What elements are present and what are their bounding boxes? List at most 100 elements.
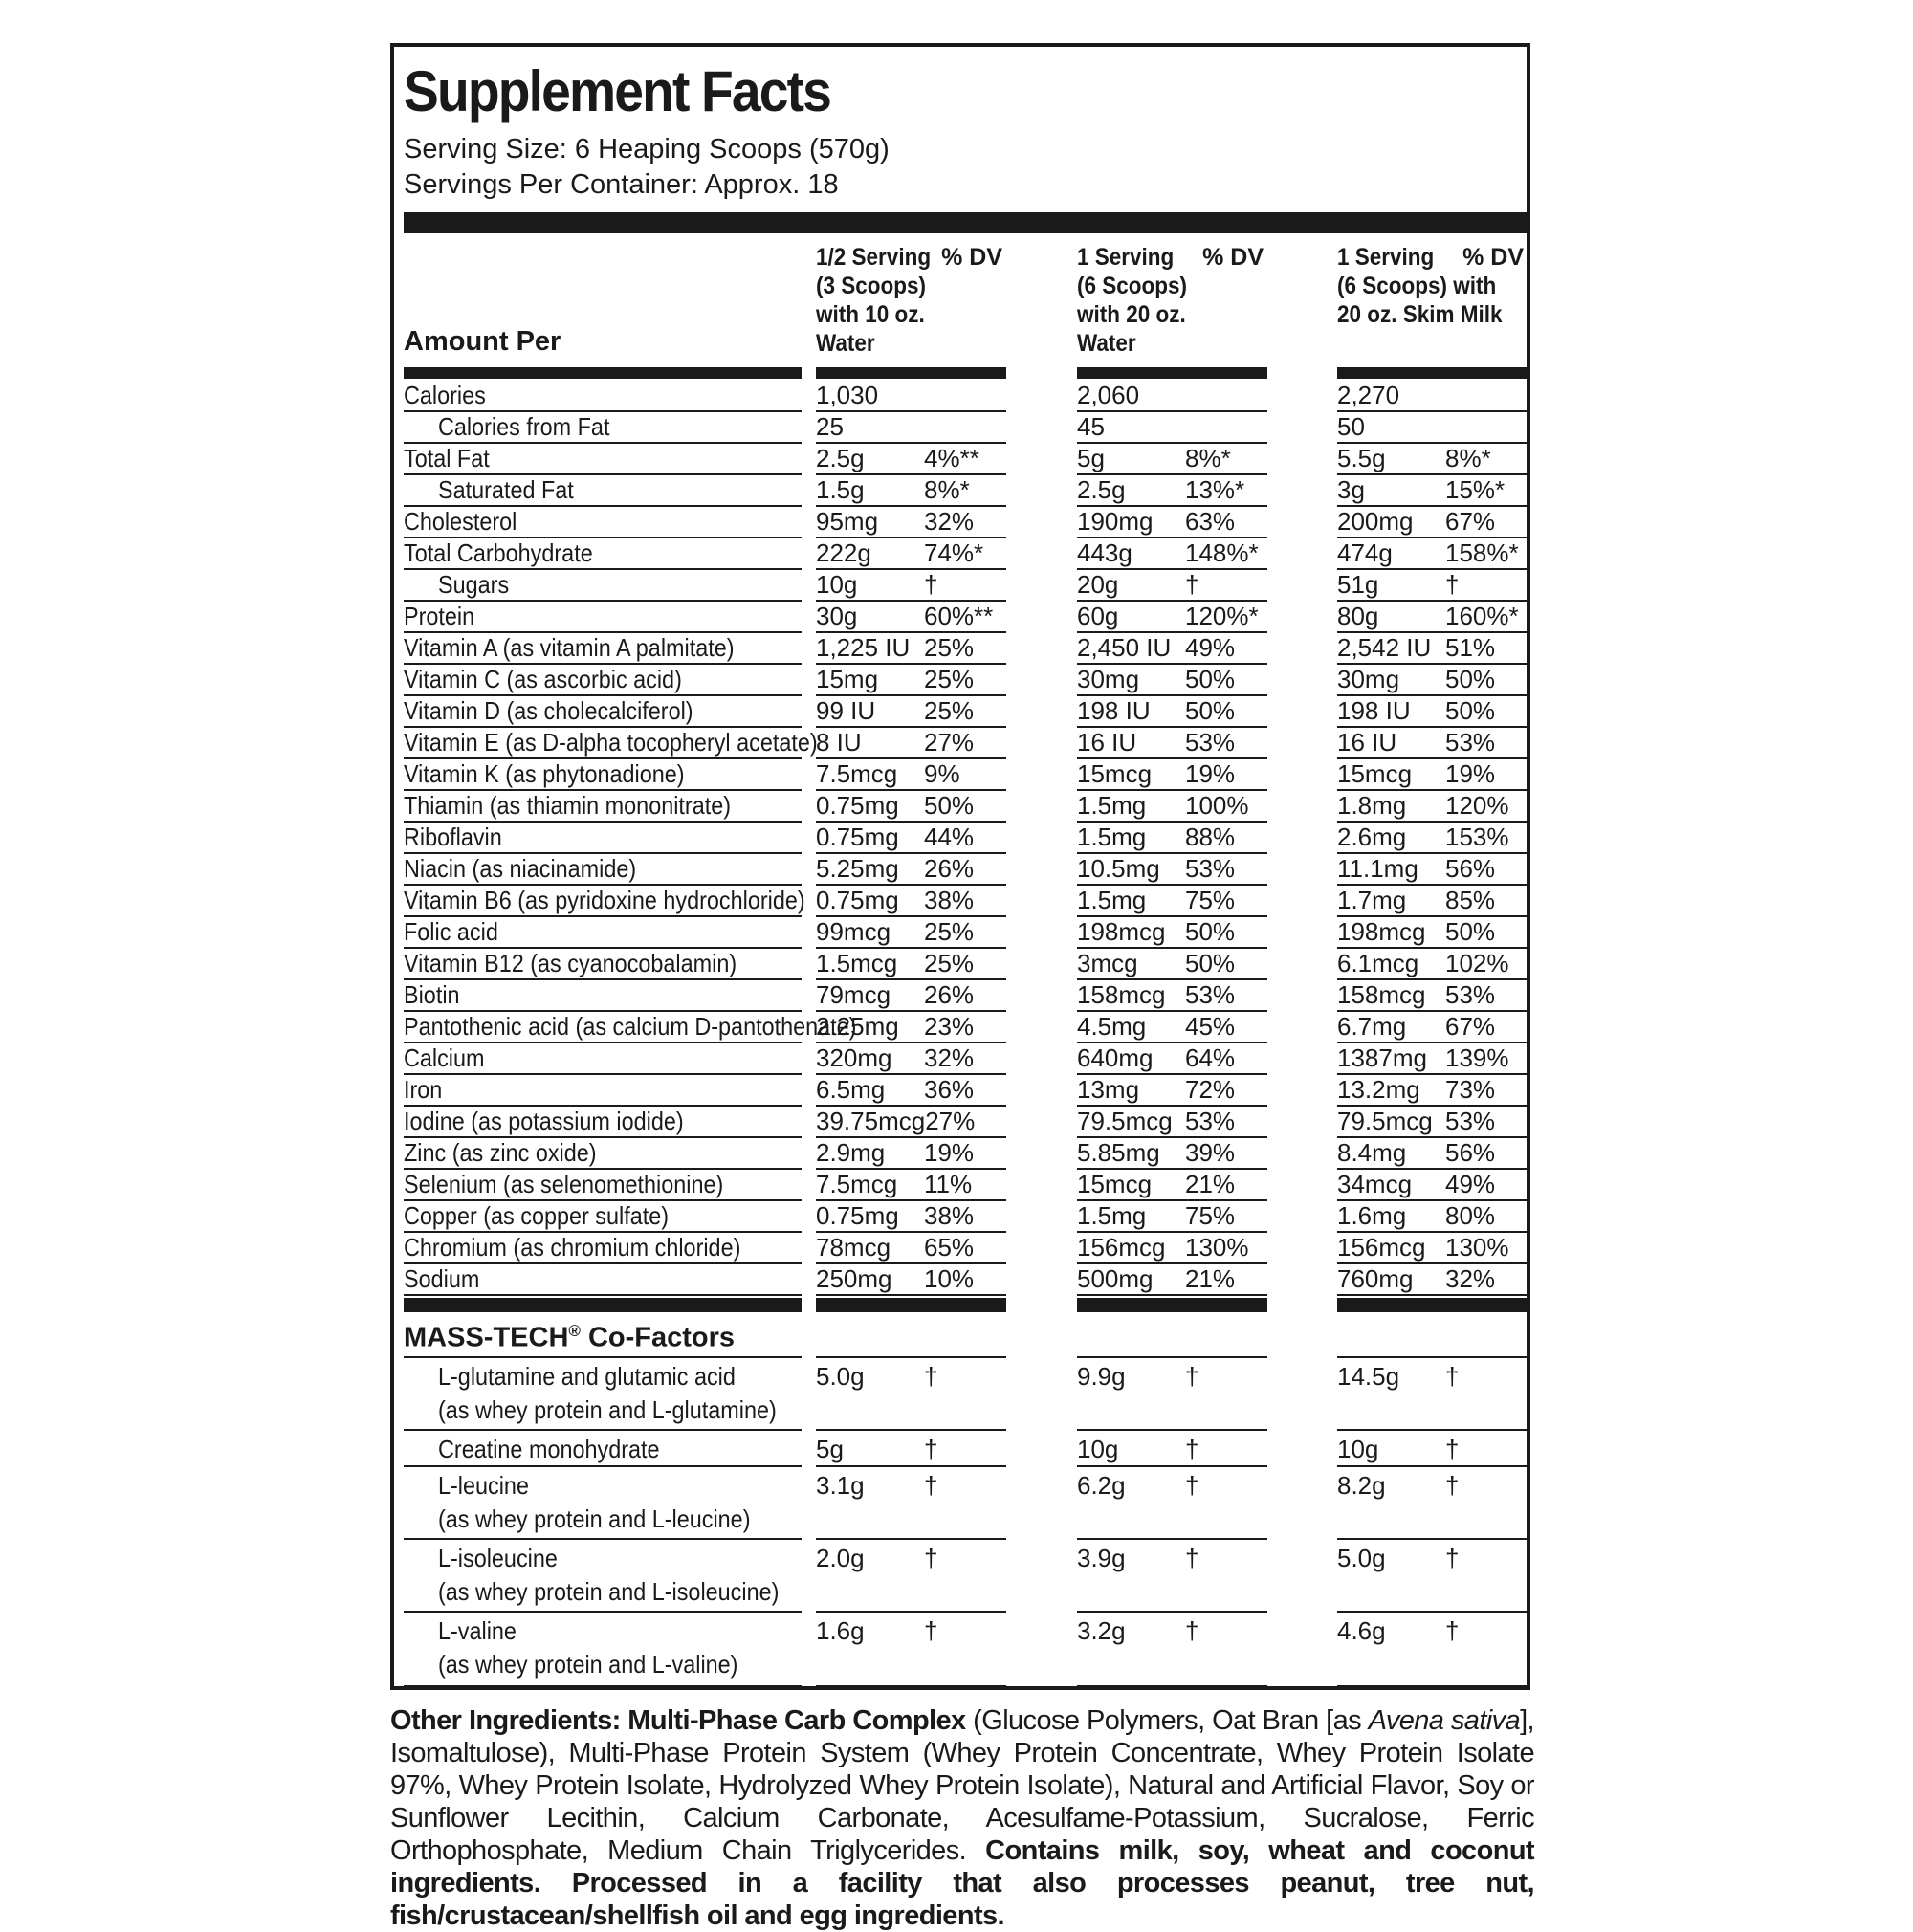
servings-per-container: Servings Per Container: Approx. 18 (404, 169, 839, 200)
table-row: Calories from Fat 25 45 50 (404, 412, 1527, 444)
nutrient-name: Sugars (438, 570, 510, 599)
table-row: Pantothenic acid (as calcium D-pantothen… (404, 1012, 1527, 1043)
daily-value-percent: 25% (924, 949, 975, 977)
table-row: Copper (as copper sulfate) 0.75mg 38% 1.5… (404, 1201, 1527, 1233)
cofactor-row: L-leucine (as whey protein and L-leucine… (404, 1464, 1527, 1538)
amount-value: 6.1mcg (1337, 949, 1419, 977)
nutrient-name: Vitamin B6 (as pyridoxine hydrochloride) (404, 886, 805, 914)
table-row: Sugars 10g † 20g † 51g † (404, 570, 1527, 602)
daily-value-percent: 50% (1445, 696, 1496, 725)
nutrient-rows: Calories 1,030 2,060 2,270 Calories from… (404, 381, 1527, 1296)
daily-value-percent: † (1185, 1615, 1199, 1645)
daily-value-percent: † (1445, 1543, 1460, 1572)
daily-value-percent: 13%* (1185, 475, 1245, 504)
daily-value-percent: 53% (1445, 1107, 1496, 1135)
amount-value: 50 (1337, 412, 1365, 441)
daily-value-percent: † (1445, 570, 1460, 599)
nutrient-name: Vitamin E (as D-alpha tocopheryl acetate… (404, 728, 818, 757)
nutrient-name: Calories (404, 381, 486, 409)
nutrient-name: Vitamin A (as vitamin A palmitate) (404, 633, 735, 662)
daily-value-percent: 26% (924, 980, 975, 1009)
nutrient-name: Calories from Fat (438, 412, 610, 441)
table-row: Thiamin (as thiamin mononitrate) 0.75mg 5… (404, 791, 1527, 823)
daily-value-percent: 38% (924, 886, 975, 914)
amount-value: 9.9g (1077, 1361, 1126, 1391)
daily-value-percent: 32% (924, 507, 975, 536)
daily-value-percent: 72% (1185, 1075, 1236, 1104)
daily-value-percent: 23% (924, 1012, 975, 1041)
daily-value-percent: 74%* (924, 538, 984, 567)
percent-dv-label: % DV (1202, 244, 1264, 271)
amount-value: 95mg (816, 507, 879, 536)
daily-value-percent: 53% (1445, 980, 1496, 1009)
amount-value: 16 IU (1077, 728, 1137, 757)
amount-value: 99mcg (816, 917, 891, 946)
amount-value: 2,060 (1077, 381, 1140, 409)
amount-value: 34mcg (1337, 1170, 1413, 1198)
daily-value-percent: † (924, 1434, 938, 1463)
column-header-one-serving-water: 1 Serving (6 Scoops) with 20 oz. Water %… (1077, 243, 1267, 365)
amount-value: 198mcg (1337, 917, 1426, 946)
daily-value-percent: 32% (924, 1043, 975, 1072)
daily-value-percent: 75% (1185, 1201, 1236, 1230)
table-row: Total Fat 2.5g 4%** 5g 8%* 5.5g 8%* (404, 444, 1527, 475)
column-serving-label: 1 Serving (6 Scoops) with 20 oz. Skim Mi… (1337, 244, 1503, 328)
amount-value: 6.5mg (816, 1075, 886, 1104)
amount-value: 79.5mcg (1337, 1107, 1433, 1135)
supplement-facts-panel: Supplement Facts Serving Size: 6 Heaping… (390, 43, 1530, 1690)
amount-value: 25 (816, 412, 844, 441)
section-divider-bar (404, 212, 1527, 233)
daily-value-percent: 4%** (924, 444, 979, 472)
daily-value-percent: 38% (924, 1201, 975, 1230)
amount-value: 500mg (1077, 1264, 1154, 1293)
cofactor-source: (as whey protein and L-leucine) (438, 1504, 751, 1533)
nutrient-name: Copper (as copper sulfate) (404, 1201, 670, 1230)
daily-value-percent: 53% (1185, 854, 1236, 883)
amount-value: 222g (816, 538, 871, 567)
daily-value-percent: 50% (1185, 665, 1236, 693)
amount-value: 60g (1077, 602, 1119, 630)
nutrient-name: Pantothenic acid (as calcium D-pantothen… (404, 1012, 857, 1041)
amount-value: 158mcg (1337, 980, 1426, 1009)
amount-value: 80g (1337, 602, 1379, 630)
amount-value: 1387mg (1337, 1043, 1427, 1072)
table-bottom-bar (404, 1684, 1527, 1686)
daily-value-percent: 53% (1185, 980, 1236, 1009)
amount-value: 10g (1337, 1434, 1379, 1463)
nutrient-name: Vitamin C (as ascorbic acid) (404, 665, 682, 693)
daily-value-percent: 19% (1445, 759, 1496, 788)
daily-value-percent: 51% (1445, 633, 1496, 662)
amount-value: 10.5mg (1077, 854, 1160, 883)
amount-value: 15mcg (1077, 759, 1153, 788)
daily-value-percent: 50% (1445, 665, 1496, 693)
panel-title: Supplement Facts (404, 59, 832, 123)
amount-value: 79mcg (816, 980, 891, 1009)
amount-value: 474g (1337, 538, 1393, 567)
registered-trademark-symbol: ® (568, 1322, 581, 1340)
amount-value: 6.2g (1077, 1470, 1126, 1500)
column-header-half-serving-water: 1/2 Serving (3 Scoops) with 10 oz. Water… (816, 243, 1006, 365)
amount-value: 1,225 IU (816, 633, 911, 662)
daily-value-percent: 67% (1445, 1012, 1496, 1041)
nutrient-name: Total Carbohydrate (404, 538, 593, 567)
daily-value-percent: 49% (1185, 633, 1236, 662)
amount-value: 5.5g (1337, 444, 1386, 472)
amount-value: 5g (1077, 444, 1105, 472)
amount-value: 39.75mcg (816, 1107, 926, 1135)
cofactor-source: (as whey protein and L-isoleucine) (438, 1576, 780, 1606)
daily-value-percent: † (1185, 1434, 1199, 1463)
nutrient-name: Calcium (404, 1043, 485, 1072)
table-header-row: Amount Per 1/2 Serving (3 Scoops) with 1… (404, 233, 1527, 365)
other-ingredients: Other Ingredients: Multi-Phase Carb Comp… (390, 1704, 1535, 1932)
cofactor-name: L-isoleucine (438, 1543, 558, 1572)
daily-value-percent: 45% (1185, 1012, 1236, 1041)
amount-value: 79.5mcg (1077, 1107, 1173, 1135)
amount-value: 4.5mg (1077, 1012, 1147, 1041)
daily-value-percent: 158%* (1445, 538, 1519, 567)
nutrient-name: Biotin (404, 980, 460, 1009)
amount-value: 3.2g (1077, 1615, 1126, 1645)
daily-value-percent: 53% (1445, 728, 1496, 757)
amount-value: 760mg (1337, 1264, 1414, 1293)
daily-value-percent: 10% (924, 1264, 975, 1293)
